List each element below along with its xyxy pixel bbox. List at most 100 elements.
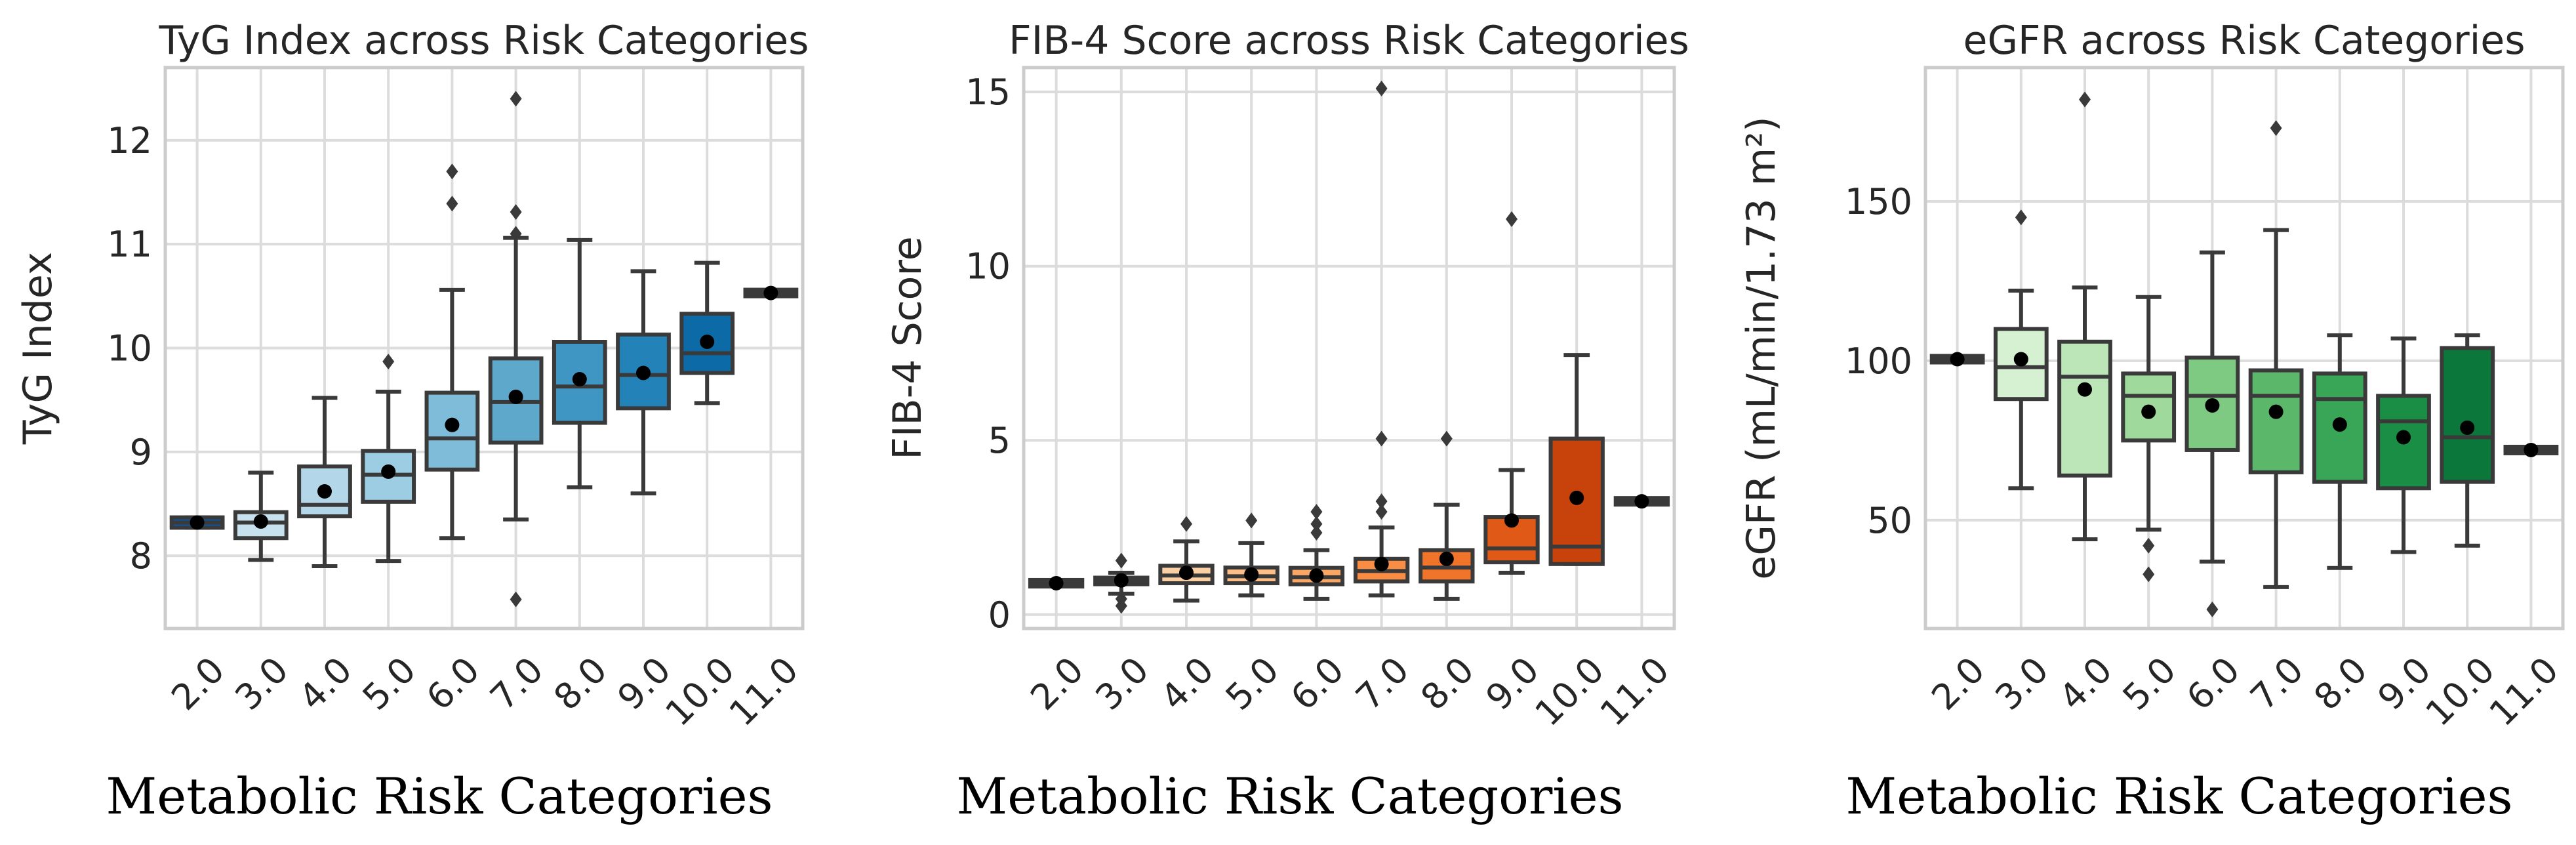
y-tick-label: 100 [1845, 340, 1912, 382]
x-tick-label: 2.0 [1022, 649, 1091, 718]
x-tick-label: 4.0 [2051, 649, 2120, 718]
x-tick-label: 4.0 [1153, 649, 1222, 718]
outlier-marker [1506, 211, 1518, 228]
x-tick-label: 8.0 [2306, 649, 2375, 718]
y-tick-label: 15 [965, 72, 1011, 113]
mean-marker [2013, 352, 2028, 367]
x-tick-label: 8.0 [546, 649, 614, 718]
mean-marker [1634, 494, 1649, 509]
x-axis-label: Metabolic Risk Categories [956, 767, 1623, 825]
plot-frame [1923, 66, 2565, 630]
x-tick-label: 11.0 [1592, 649, 1678, 734]
box-9.0 [1483, 211, 1540, 575]
outlier-marker [1310, 524, 1323, 541]
chart-panel-3: 501001502.03.04.05.06.07.08.09.010.011.0… [1739, 18, 2566, 825]
outlier-marker [2143, 566, 2155, 583]
mean-marker [572, 372, 587, 386]
x-tick-label: 7.0 [482, 649, 551, 718]
x-tick-label: 8.0 [1413, 649, 1481, 718]
x-tick-label: 6.0 [2179, 649, 2247, 718]
mean-marker [508, 389, 523, 404]
box-4.0 [1158, 516, 1215, 603]
outlier-marker [1245, 512, 1258, 529]
mean-marker [445, 417, 460, 432]
outlier-marker [510, 226, 522, 242]
box-9.0 [616, 269, 671, 496]
box-5.0 [1223, 512, 1279, 598]
y-tick-label: 9 [130, 432, 152, 473]
box-10.0 [679, 260, 735, 405]
outlier-marker [1440, 430, 1453, 447]
mean-marker [2460, 420, 2475, 435]
mean-marker [763, 285, 778, 300]
box-11.0 [1613, 494, 1670, 509]
mean-marker [2332, 417, 2347, 432]
mean-marker [1244, 567, 1259, 582]
mean-marker [1309, 568, 1324, 583]
mean-marker [1114, 573, 1129, 588]
outlier-marker [446, 163, 458, 180]
y-tick-label: 11 [107, 224, 152, 265]
y-axis-label: eGFR (mL/min/1.73 m²) [1739, 116, 1784, 579]
outlier-marker [1375, 504, 1388, 520]
mean-marker [1374, 556, 1389, 571]
outlier-marker [2079, 91, 2091, 108]
mean-marker [1049, 575, 1064, 590]
outlier-marker [1375, 493, 1388, 510]
outlier-marker [1115, 552, 1127, 569]
box-rect [424, 390, 480, 472]
x-axis-label: Metabolic Risk Categories [1845, 767, 2512, 825]
outlier-marker [382, 354, 395, 370]
y-tick-label: 0 [988, 594, 1011, 636]
box-3.0 [1093, 552, 1150, 614]
box-2.0 [1028, 575, 1085, 590]
mean-marker [2396, 430, 2411, 445]
mean-marker [190, 515, 205, 530]
mean-marker [317, 484, 332, 499]
outlier-marker [510, 91, 522, 107]
x-tick-label: 6.0 [1283, 649, 1352, 718]
y-axis-label: FIB-4 Score [885, 236, 931, 459]
mean-marker [2141, 404, 2156, 419]
y-tick-label: 150 [1845, 181, 1912, 222]
outlier-marker [446, 196, 458, 212]
x-tick-label: 5.0 [355, 649, 424, 718]
x-tick-label: 7.0 [2242, 649, 2311, 718]
mean-marker [2268, 404, 2284, 419]
box-5.0 [2121, 295, 2177, 583]
box-11.0 [2503, 442, 2559, 457]
box-5.0 [361, 354, 416, 564]
x-tick-label: 5.0 [2115, 649, 2184, 718]
box-rect [1548, 436, 1605, 566]
box-rect [297, 464, 352, 518]
box-6.0 [424, 163, 480, 541]
x-tick-label: 7.0 [1348, 649, 1417, 718]
outlier-marker [2206, 601, 2219, 617]
chart-title: eGFR across Risk Categories [1963, 18, 2526, 64]
plot-frame [163, 66, 805, 630]
y-tick-label: 8 [130, 535, 152, 577]
box-rect [2121, 371, 2177, 443]
box-11.0 [743, 285, 799, 300]
y-tick-label: 10 [965, 246, 1011, 287]
y-tick-label: 50 [1867, 500, 1912, 541]
chart-panel-2: 0510152.03.04.05.06.07.08.09.010.011.0FI… [885, 18, 1689, 825]
plot-frame [1022, 66, 1676, 630]
x-tick-label: 5.0 [1218, 649, 1287, 718]
mean-marker [1179, 566, 1194, 581]
box-10.0 [1548, 353, 1605, 566]
x-tick-label: 11.0 [721, 649, 807, 734]
x-axis-label: Metabolic Risk Categories [106, 767, 773, 825]
mean-marker [2524, 442, 2539, 457]
box-9.0 [2376, 336, 2431, 554]
outlier-marker [510, 204, 522, 220]
box-8.0 [552, 237, 607, 489]
outlier-marker [2143, 537, 2155, 554]
mean-marker [1439, 551, 1454, 566]
x-tick-label: 11.0 [2482, 649, 2567, 734]
box-3.0 [233, 470, 289, 562]
box-rect [2057, 339, 2112, 478]
outlier-marker [1375, 80, 1388, 96]
box-8.0 [1419, 430, 1475, 601]
